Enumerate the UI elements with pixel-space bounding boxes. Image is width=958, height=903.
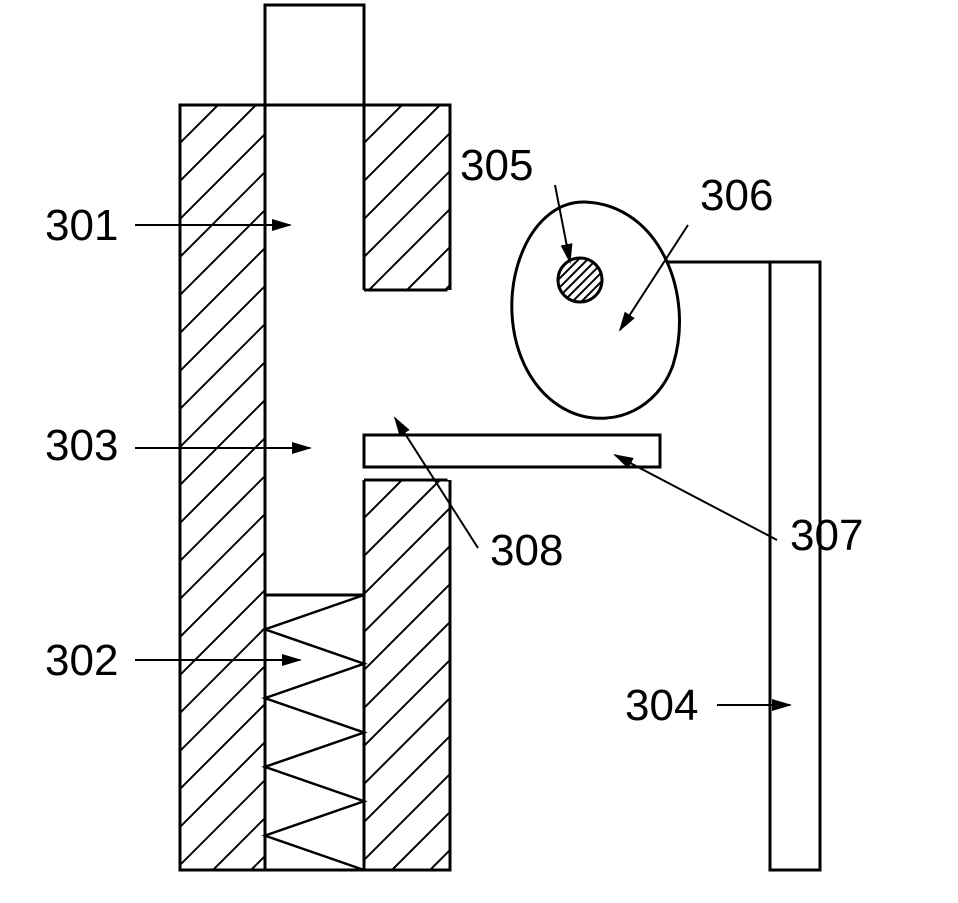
label-302: 302 [45, 636, 118, 685]
label-303: 303 [45, 421, 118, 470]
label-308: 308 [490, 526, 563, 575]
label-306: 306 [700, 171, 773, 220]
label-301: 301 [45, 201, 118, 250]
label-304: 304 [625, 681, 698, 730]
label-307: 307 [790, 511, 863, 560]
label-305: 305 [460, 141, 533, 190]
technical-diagram: 301 302 303 304 305 306 307 308 [0, 0, 958, 903]
